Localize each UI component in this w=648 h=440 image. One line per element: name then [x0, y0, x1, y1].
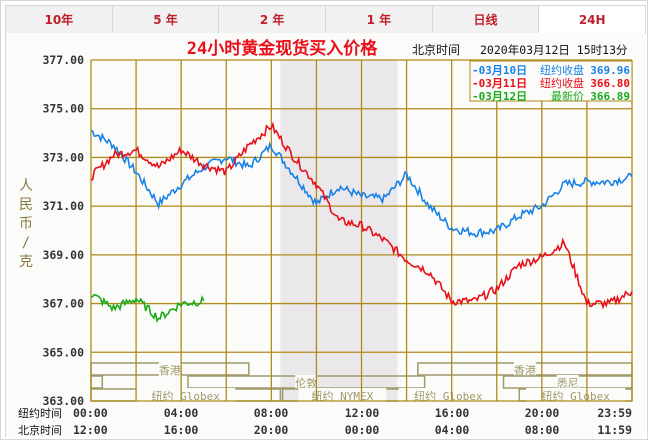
x-tick-ny: 16:00: [435, 406, 470, 420]
y-axis-label: 币: [19, 216, 33, 232]
legend-desc: 纽约收盘: [540, 63, 584, 77]
session-label: 纽约 NYMEX: [311, 389, 373, 403]
series-line: [90, 121, 633, 310]
ny-time-label: 纽约时间: [18, 406, 62, 420]
session-label: 纽约 Globex: [414, 389, 483, 403]
tab-1-year[interactable]: 1 年: [325, 5, 433, 33]
x-tick-ny: 04:00: [164, 406, 199, 420]
timestamp: 2020年03月12日 15时13分: [480, 43, 628, 57]
series-line: [90, 129, 633, 239]
tab-24h[interactable]: 24H: [538, 5, 647, 34]
y-tick-label: 367.00: [42, 297, 84, 311]
y-tick-label: 375.00: [42, 102, 84, 116]
y-axis-label: /: [22, 235, 30, 251]
tab-2-years[interactable]: 2 年: [218, 5, 327, 33]
session-label-bg: [513, 362, 536, 376]
session-label-bg: [136, 388, 236, 402]
session-label: 香港: [514, 364, 536, 377]
session-label-bg: [398, 388, 498, 402]
y-tick-label: 377.00: [42, 53, 84, 67]
y-tick-label: 369.00: [42, 248, 84, 262]
x-tick-bj: 11:59: [597, 423, 632, 437]
session-label-bg: [158, 362, 181, 376]
legend-value: 366.80: [590, 77, 630, 90]
x-tick-ny: 00:00: [73, 406, 108, 420]
session-label-bg: [556, 375, 579, 389]
y-axis-label: 民: [19, 197, 33, 213]
session-label-bg: [526, 388, 626, 402]
session-label: 悉尼: [557, 377, 579, 390]
legend-value: 369.96: [590, 64, 630, 77]
nymex-shade: [280, 60, 398, 401]
legend-value: 366.89: [590, 90, 630, 103]
x-tick-ny: 20:00: [525, 406, 560, 420]
legend-desc: 纽约收盘: [540, 76, 584, 90]
time-label: 北京时间: [412, 43, 460, 57]
series-line: [90, 293, 205, 323]
legend-date: -03月11日: [472, 77, 527, 90]
chart-title: 24小时黄金现货买入价格: [187, 38, 378, 59]
y-axis-label: 人: [19, 178, 33, 194]
x-tick-ny: 08:00: [254, 406, 289, 420]
y-tick-label: 365.00: [42, 345, 84, 359]
bj-time-label: 北京时间: [18, 423, 62, 437]
legend-date: -03月12日: [472, 90, 527, 103]
x-tick-bj: 12:00: [73, 423, 108, 437]
legend-desc: 最新价: [551, 89, 584, 103]
session-bar: [90, 375, 104, 389]
x-tick-ny: 23:59: [597, 406, 632, 420]
x-tick-bj: 04:00: [435, 423, 470, 437]
legend-date: -03月10日: [472, 64, 527, 77]
y-tick-label: 371.00: [42, 199, 84, 213]
session-label: 纽约 Globex: [541, 389, 610, 403]
x-tick-bj: 20:00: [254, 423, 289, 437]
legend-box: [469, 60, 633, 102]
session-label: 纽约 Globex: [151, 389, 220, 403]
y-tick-label: 373.00: [42, 150, 84, 164]
x-tick-bj: 16:00: [164, 423, 199, 437]
x-tick-bj: 00:00: [345, 423, 380, 437]
x-tick-ny: 12:00: [345, 406, 380, 420]
session-label-bg: [295, 375, 318, 389]
session-label: 香港: [159, 364, 181, 377]
session-label-bg: [298, 388, 387, 402]
y-tick-label: 363.00: [42, 394, 84, 408]
x-tick-bj: 08:00: [525, 423, 560, 437]
y-axis-label: 克: [19, 254, 33, 270]
tab-10-years[interactable]: 10年: [5, 5, 113, 33]
session-label: 伦敦: [295, 376, 317, 390]
tab-daily[interactable]: 日线: [431, 5, 540, 33]
period-tabs: 10年 5 年 2 年 1 年 日线 24H: [5, 5, 647, 34]
